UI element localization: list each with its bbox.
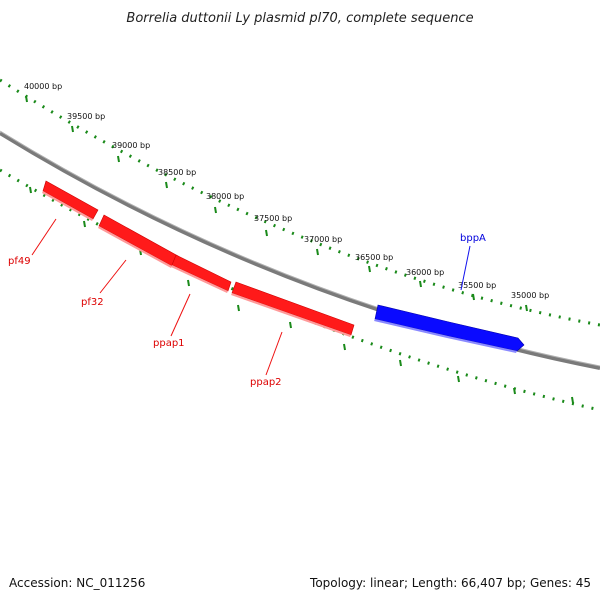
pf49-leader-line bbox=[31, 218, 57, 256]
gene-label-pf49: pf49 bbox=[8, 256, 31, 267]
tick-label: 36000 bp bbox=[406, 268, 444, 277]
tick-mark bbox=[457, 375, 460, 383]
gene-label-ppap2: ppap2 bbox=[250, 377, 282, 388]
gene-pf32-shade bbox=[98, 226, 172, 268]
gene-ppap1[interactable] bbox=[171, 254, 232, 293]
gene-ppap2[interactable] bbox=[231, 281, 355, 337]
pf32-leader-line bbox=[99, 259, 127, 294]
ppap1-leader-line bbox=[170, 293, 191, 337]
tick-mark bbox=[343, 343, 346, 351]
gene-bppA[interactable] bbox=[374, 304, 525, 353]
tick-mark bbox=[368, 265, 371, 273]
gene-ppap2-shade bbox=[231, 293, 351, 337]
accession-label: Accession: NC_011256 bbox=[9, 576, 146, 590]
gene-ppap2-arrow bbox=[231, 281, 355, 336]
gene-pf49[interactable] bbox=[42, 180, 99, 221]
tick-mark bbox=[265, 229, 268, 237]
tick-marks bbox=[25, 95, 574, 404]
gene-label-pf32: pf32 bbox=[81, 297, 104, 308]
gene-label-bppA: bppA bbox=[460, 233, 486, 244]
gene-label-ppap1: ppap1 bbox=[153, 338, 185, 349]
tick-mark bbox=[71, 125, 74, 133]
tick-mark bbox=[399, 359, 402, 367]
sequence-backbone-highlight bbox=[0, 130, 600, 367]
tick-label: 38000 bp bbox=[206, 192, 244, 201]
tick-label: 36500 bp bbox=[355, 253, 393, 262]
tick-labels: 40000 bp 39500 bp 39000 bp 38500 bp 3800… bbox=[24, 82, 549, 300]
tick-mark bbox=[187, 279, 190, 287]
sequence-summary: Topology: linear; Length: 66,407 bp; Gen… bbox=[310, 576, 591, 590]
gene-ppap1-shade bbox=[171, 265, 228, 293]
tick-label: 40000 bp bbox=[24, 82, 62, 91]
tick-mark bbox=[316, 248, 319, 256]
sequence-backbone bbox=[0, 131, 600, 370]
tick-mark bbox=[513, 387, 516, 395]
tick-mark bbox=[29, 186, 32, 194]
tick-mark bbox=[25, 95, 28, 103]
tick-mark bbox=[571, 396, 574, 404]
tick-label: 37500 bp bbox=[254, 214, 292, 223]
gene-pf49-shade bbox=[42, 191, 93, 221]
tick-mark bbox=[472, 293, 475, 301]
tick-mark bbox=[83, 220, 86, 228]
tick-mark bbox=[525, 304, 528, 312]
tick-label: 39000 bp bbox=[112, 141, 150, 150]
tick-label: 37000 bp bbox=[304, 235, 342, 244]
tick-mark bbox=[237, 304, 240, 312]
bppA-leader-line bbox=[460, 245, 471, 291]
tick-mark bbox=[117, 155, 120, 163]
gene-bppA-shade bbox=[374, 319, 517, 353]
gene-ppap1-arrow bbox=[171, 254, 232, 292]
tick-mark bbox=[214, 206, 217, 214]
tick-label: 38500 bp bbox=[158, 168, 196, 177]
tick-mark bbox=[419, 280, 422, 288]
map-title: Borrelia duttonii Ly plasmid pl70, compl… bbox=[126, 11, 473, 26]
tick-mark bbox=[165, 181, 168, 189]
tick-label: 39500 bp bbox=[67, 112, 105, 121]
tick-label: 35500 bp bbox=[458, 281, 496, 290]
tick-label: 35000 bp bbox=[511, 291, 549, 300]
ppap2-leader-line bbox=[265, 331, 283, 376]
gene-bppA-arrow bbox=[374, 304, 525, 352]
tick-mark bbox=[289, 321, 292, 329]
